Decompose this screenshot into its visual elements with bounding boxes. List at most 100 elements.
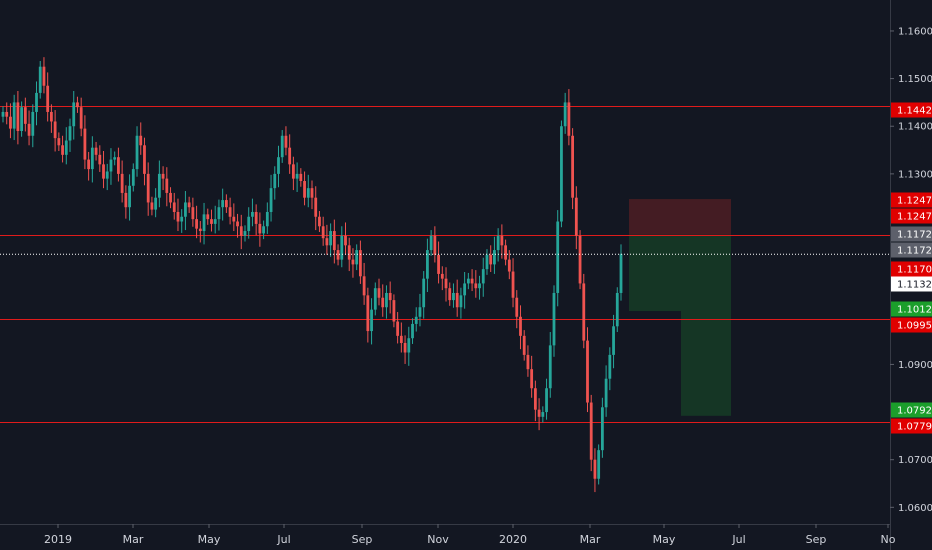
candle	[437, 241, 440, 284]
candle-body	[102, 164, 105, 179]
candle	[180, 209, 184, 233]
candle	[377, 278, 381, 306]
candle-body	[228, 207, 232, 217]
candle	[31, 104, 35, 148]
candle	[280, 130, 284, 163]
candle	[303, 171, 306, 206]
candle-body	[109, 159, 113, 172]
candle	[507, 250, 511, 280]
candle	[340, 226, 344, 268]
candle	[299, 168, 303, 187]
time-tick-label: Nov	[427, 533, 449, 546]
candle	[49, 104, 53, 133]
candle-body	[340, 235, 344, 260]
candle	[9, 103, 12, 139]
candle	[332, 219, 336, 264]
candle	[154, 188, 158, 218]
candle-body	[1, 111, 5, 117]
candle-body	[94, 147, 98, 155]
candle-body	[355, 250, 359, 265]
candle-body	[251, 211, 254, 217]
candle-body	[49, 111, 53, 122]
candle	[79, 97, 83, 137]
candle-body	[448, 288, 452, 301]
candle-body	[124, 192, 128, 208]
candle-body	[128, 185, 131, 208]
candle	[291, 156, 295, 191]
candle	[23, 97, 27, 132]
candle-body	[586, 340, 589, 403]
candle	[16, 90, 20, 145]
candle-body	[567, 102, 571, 136]
candle	[53, 110, 57, 152]
candle	[117, 147, 120, 182]
candle-body	[377, 288, 381, 298]
candle-body	[325, 238, 329, 246]
candle	[318, 211, 321, 232]
candle-body	[329, 231, 333, 246]
candle	[12, 94, 16, 141]
candle-body	[463, 283, 467, 296]
candle-body	[563, 102, 567, 127]
candle-body	[157, 173, 161, 198]
time-axis[interactable]: 2019 Mar May Jul Sep Nov 2020 Mar May Jul Sep No	[44, 524, 896, 546]
candle	[306, 174, 310, 208]
candle	[184, 191, 187, 231]
candle	[191, 197, 195, 227]
candle	[336, 244, 340, 266]
candle-body	[493, 250, 496, 265]
candle-body	[373, 288, 377, 310]
candle-body	[284, 135, 288, 148]
candle-body	[265, 211, 269, 227]
candle	[485, 249, 489, 275]
time-tick-label: 2019	[44, 533, 72, 546]
target-zone-1	[629, 234, 681, 312]
candle-body	[351, 259, 355, 265]
candle	[593, 448, 597, 493]
candle	[295, 162, 299, 192]
candle	[38, 60, 42, 99]
candle-body	[169, 192, 172, 203]
price-tick-label: 1.16000	[898, 26, 932, 37]
price-axis[interactable]: 1.16000 1.15000 1.14000 1.13000 1.09000 1.070…	[890, 26, 932, 514]
candle-body	[478, 283, 481, 289]
candle-body	[310, 188, 314, 198]
candle	[589, 394, 593, 472]
candle-body	[27, 123, 31, 136]
candle	[143, 137, 146, 186]
time-tick-label: Mar	[123, 533, 144, 546]
candle-body	[5, 111, 9, 117]
price-tick-label: 1.07000	[898, 455, 932, 466]
candle-body	[72, 102, 76, 127]
candle	[392, 294, 396, 328]
candle	[385, 285, 388, 319]
candle-body	[358, 250, 362, 277]
candle-body	[444, 278, 448, 289]
candle-body	[143, 145, 146, 174]
candle	[269, 174, 273, 222]
candle	[370, 298, 373, 345]
candle	[373, 282, 377, 316]
candle	[239, 214, 243, 250]
candle	[537, 398, 541, 431]
candle-body	[98, 154, 102, 165]
candle	[98, 145, 102, 172]
candle-body	[589, 402, 593, 460]
candle-body	[578, 235, 582, 284]
candle-body	[280, 135, 284, 158]
candle	[489, 245, 493, 273]
candle-body	[217, 207, 221, 220]
candle-body	[519, 316, 522, 336]
candle	[109, 148, 113, 185]
candle	[459, 287, 463, 319]
candle-body	[12, 102, 16, 129]
candle-body	[68, 126, 72, 141]
candle	[277, 145, 280, 188]
candle	[578, 230, 582, 290]
candle	[251, 198, 254, 227]
